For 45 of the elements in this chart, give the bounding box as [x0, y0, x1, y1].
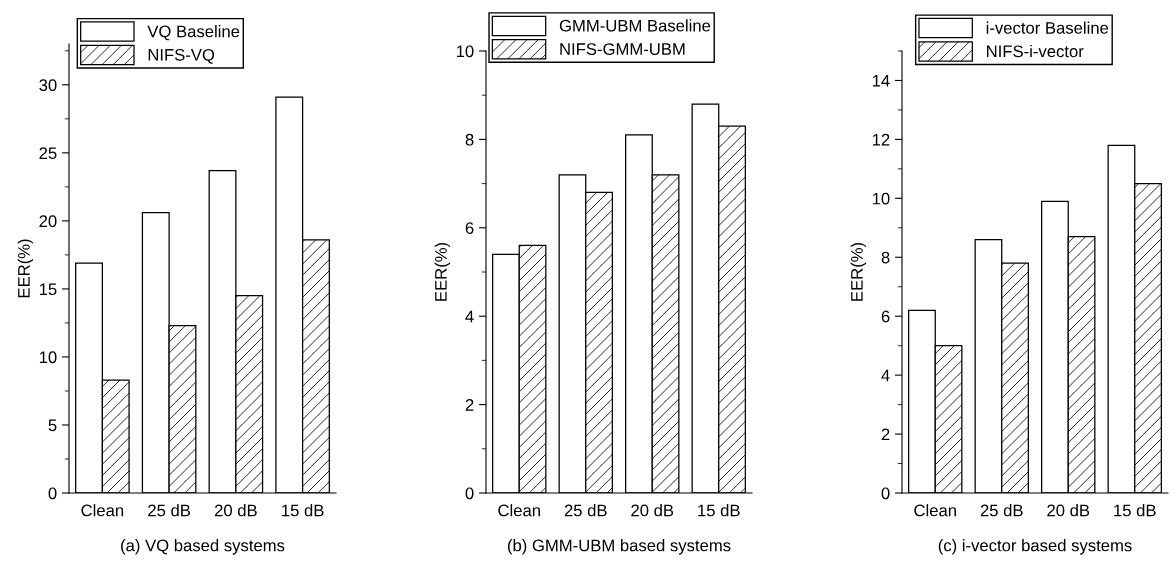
y-axis-title: EER(%) [434, 242, 451, 301]
legend-label: VQ Baseline [147, 25, 240, 41]
legend-label: NIFS-VQ [148, 48, 215, 64]
x-tick-label: 25 dB [980, 504, 1023, 517]
x-tick-label: 20 dB [214, 504, 257, 517]
x-tick-label: 20 dB [631, 504, 674, 517]
x-axis-title: (c) i-vector based systems [938, 539, 1132, 555]
y-tick-label: 6 [881, 310, 890, 323]
x-tick-label: Clean [81, 504, 124, 517]
y-tick-label: 0 [881, 487, 890, 500]
legend-label: i-vector Baseline [986, 21, 1109, 34]
legend-label: GMM-UBM Baseline [559, 19, 711, 32]
x-tick-label: Clean [498, 504, 540, 517]
y-tick-label: 14 [872, 75, 890, 87]
y-tick-label: 10 [39, 351, 57, 364]
y-tick-label: 0 [48, 487, 57, 500]
y-tick-label: 4 [881, 369, 890, 382]
y-tick-label: 8 [881, 251, 890, 264]
x-tick-label: Clean [914, 504, 956, 517]
y-tick-label: 25 [39, 147, 57, 160]
x-axis-title: (b) GMM-UBM based systems [507, 539, 731, 555]
legend-label: NIFS-i-vector [987, 44, 1084, 58]
x-tick-label: 15 dB [698, 504, 740, 517]
y-tick-label: 0 [465, 487, 474, 500]
y-axis-title: EER(%) [17, 239, 34, 298]
y-tick-label: 4 [465, 310, 474, 323]
x-tick-label: 25 dB [148, 504, 191, 517]
x-axis-title: (a) VQ based systems [121, 539, 285, 555]
y-tick-label: 15 [39, 283, 57, 296]
y-tick-label: 30 [39, 79, 57, 92]
x-tick-label: 20 dB [1047, 504, 1090, 517]
y-tick-label: 2 [465, 399, 474, 411]
x-tick-label: 15 dB [282, 504, 324, 517]
y-axis-title: EER(%) [850, 242, 867, 301]
y-tick-label: 2 [881, 428, 890, 441]
y-tick-label: 10 [872, 192, 890, 205]
x-tick-label: 15 dB [1114, 504, 1156, 517]
y-tick-label: 12 [872, 133, 890, 146]
y-tick-label: 20 [39, 215, 57, 228]
y-tick-label: 10 [456, 45, 474, 58]
y-tick-label: 8 [465, 133, 474, 146]
legend-label: NIFS-GMM-UBM [560, 43, 685, 55]
x-tick-label: 25 dB [564, 504, 607, 517]
y-tick-label: 6 [465, 222, 474, 234]
y-tick-label: 5 [48, 419, 57, 432]
